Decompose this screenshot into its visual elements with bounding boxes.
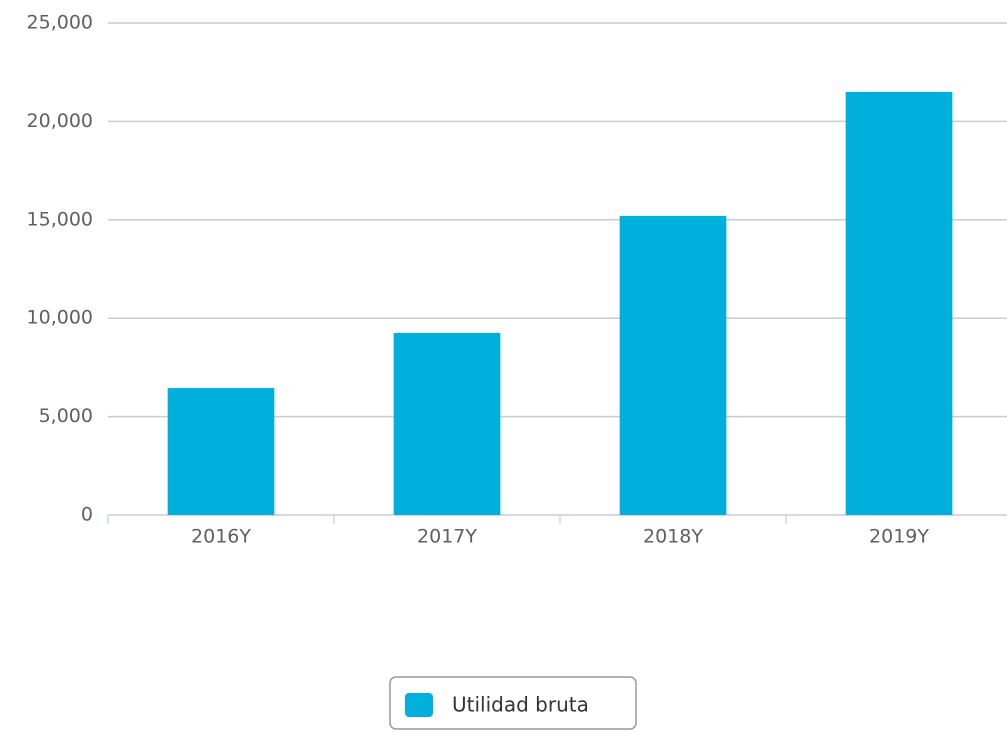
- x-tick-label: 2018Y: [643, 526, 703, 548]
- y-tick-label: 10,000: [27, 307, 93, 329]
- y-tick-label: 0: [81, 504, 93, 526]
- bar: [167, 388, 275, 515]
- y-tick-label: 5,000: [39, 405, 93, 427]
- x-tick-label: 2019Y: [869, 526, 929, 548]
- y-tick-label: 20,000: [27, 110, 93, 132]
- bar: [393, 332, 501, 515]
- y-tick-label: 15,000: [27, 208, 93, 230]
- bar: [845, 91, 953, 515]
- legend-swatch: [405, 693, 433, 717]
- legend-label[interactable]: Utilidad bruta: [452, 693, 589, 717]
- y-tick-label: 25,000: [27, 12, 93, 34]
- x-tick-label: 2017Y: [417, 526, 477, 548]
- x-tick-label: 2016Y: [191, 526, 251, 548]
- legend-box: [389, 676, 637, 730]
- bar: [619, 215, 727, 515]
